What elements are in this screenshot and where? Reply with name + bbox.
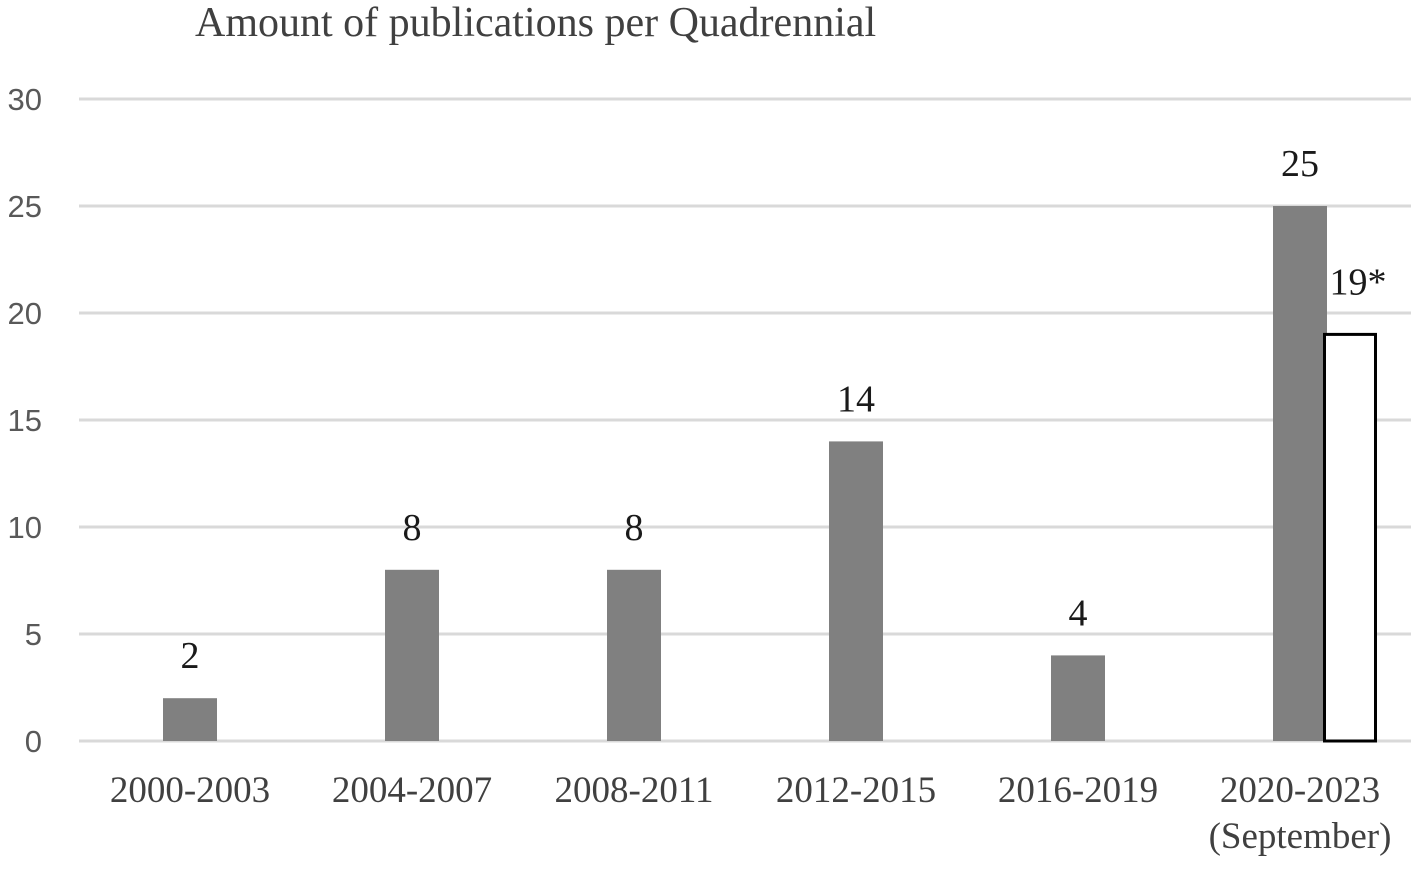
chart-title: Amount of publications per Quadrennial bbox=[195, 0, 876, 46]
y-tick-label: 30 bbox=[8, 82, 42, 117]
y-tick-label: 0 bbox=[25, 724, 42, 759]
x-tick-label: 2020-2023 (September) bbox=[1208, 770, 1392, 857]
value-label: 8 bbox=[403, 507, 422, 549]
bar bbox=[1051, 655, 1105, 741]
bar bbox=[385, 569, 439, 741]
value-label: 8 bbox=[625, 507, 644, 549]
value-label: 25 bbox=[1281, 143, 1319, 185]
x-tick-label: 2008-2011 bbox=[554, 770, 714, 811]
bar bbox=[829, 441, 883, 741]
bar bbox=[163, 698, 217, 741]
y-tick-label: 5 bbox=[25, 617, 42, 652]
value-label: 19* bbox=[1330, 261, 1387, 303]
bar bbox=[607, 569, 661, 741]
value-label: 14 bbox=[837, 378, 875, 420]
value-label: 4 bbox=[1069, 592, 1088, 634]
bar bbox=[1323, 332, 1377, 743]
y-tick-label: 10 bbox=[8, 510, 42, 545]
x-tick-label: 2016-2019 bbox=[997, 770, 1159, 811]
bar bbox=[1273, 206, 1327, 741]
x-tick-label: 2004-2007 bbox=[331, 770, 493, 811]
y-tick-label: 15 bbox=[8, 403, 42, 438]
value-label: 2 bbox=[181, 635, 200, 677]
x-tick-label: 2012-2015 bbox=[775, 770, 937, 811]
x-tick-label: 2000-2003 bbox=[109, 770, 271, 811]
y-tick-label: 25 bbox=[8, 189, 42, 224]
y-tick-label: 20 bbox=[8, 296, 42, 331]
